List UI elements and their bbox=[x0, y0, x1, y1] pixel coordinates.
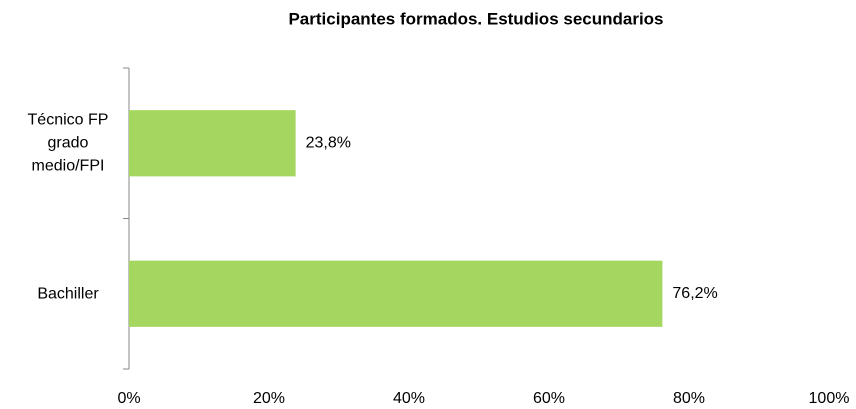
chart-title: Participantes formados. Estudios secunda… bbox=[288, 9, 663, 28]
bar bbox=[129, 110, 296, 177]
data-label: 23,8% bbox=[306, 134, 351, 151]
data-label: 76,2% bbox=[672, 285, 717, 302]
x-tick-label: 100% bbox=[809, 390, 850, 407]
x-tick-label: 0% bbox=[117, 390, 140, 407]
x-tick-label: 20% bbox=[253, 390, 285, 407]
bar bbox=[129, 260, 663, 327]
y-tick-label: Técnico FP grado medio/FPI bbox=[27, 111, 109, 175]
x-tick-label: 40% bbox=[393, 390, 425, 407]
y-tick-label: Bachiller bbox=[37, 285, 99, 303]
x-tick-label: 80% bbox=[673, 390, 705, 407]
x-tick-label: 60% bbox=[533, 390, 565, 407]
